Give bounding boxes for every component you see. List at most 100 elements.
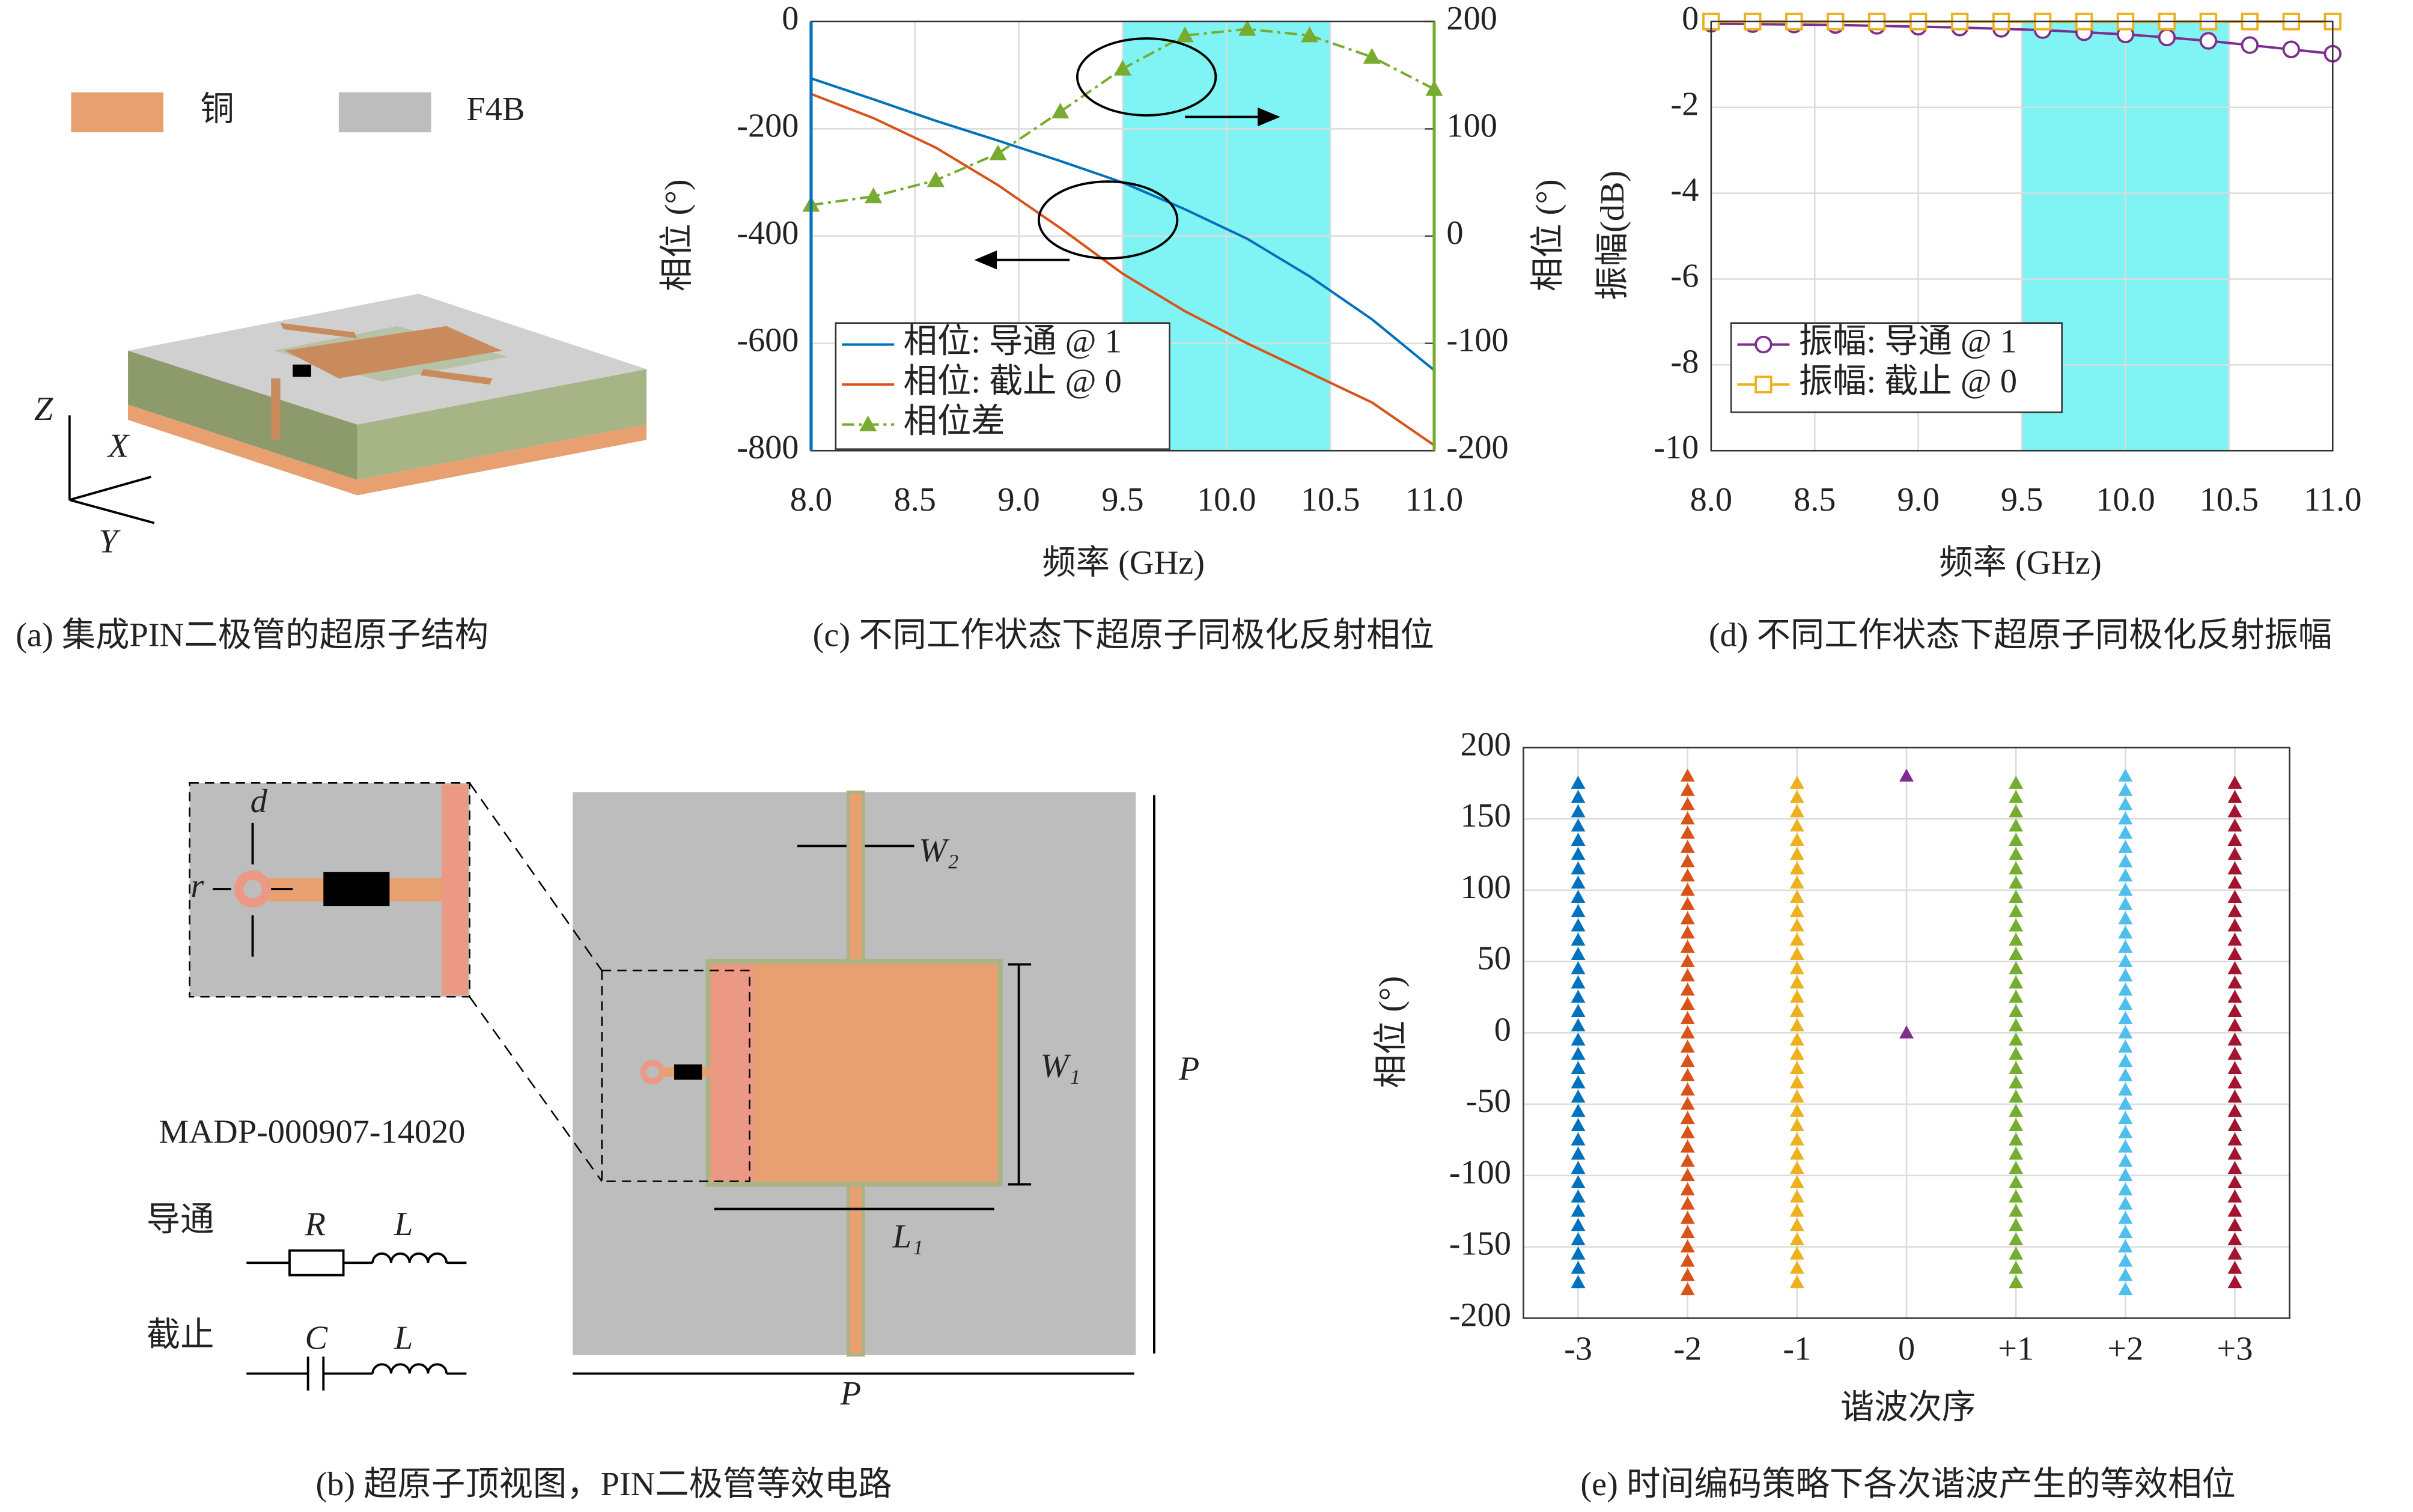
patch-edge (711, 964, 755, 1182)
point (2118, 811, 2133, 825)
x-tick-label: 8.0 (1690, 481, 1732, 518)
point (1789, 1275, 1804, 1289)
y-tick-label: -2 (1670, 86, 1699, 123)
point (1571, 1232, 1586, 1245)
x-tick-label: +2 (2107, 1331, 2143, 1368)
point (1680, 882, 1695, 896)
patch (285, 326, 502, 378)
point (2227, 833, 2242, 846)
axis-label: Z (34, 390, 53, 428)
y2-tick-label: 0 (1446, 214, 1463, 252)
point (1789, 947, 1804, 960)
point (2009, 961, 2024, 974)
point (2227, 1203, 2242, 1217)
point (1789, 1132, 1804, 1146)
point (1680, 1153, 1695, 1167)
point (2118, 1225, 2133, 1239)
point (2118, 1153, 2133, 1167)
inset-ring (234, 870, 272, 908)
point (1051, 102, 1070, 119)
point (2009, 804, 2024, 818)
point (2227, 904, 2242, 917)
point (2009, 1161, 2024, 1174)
y-tick-label: -6 (1670, 257, 1699, 294)
legend-label: 相位差 (904, 403, 1005, 440)
point (1238, 20, 1256, 36)
legend-swatch-copper (71, 92, 163, 133)
point (1789, 1232, 1804, 1245)
point (1571, 890, 1586, 903)
point (1789, 1089, 1804, 1103)
point (1680, 1239, 1695, 1252)
x-tick-label: 8.5 (894, 481, 936, 518)
circuit-label: R (305, 1206, 326, 1243)
point (2118, 882, 2133, 896)
x-tick-label: 0 (1898, 1331, 1915, 1368)
zoom-line (469, 782, 603, 971)
point (1176, 26, 1194, 43)
point (1680, 854, 1695, 867)
y-tick-label: 0 (1494, 1011, 1511, 1048)
axis-x (69, 475, 152, 502)
point (1571, 1246, 1586, 1260)
part-number: MADP-000907-14020 (159, 1114, 465, 1151)
point (1571, 975, 1586, 989)
zoom-box (601, 970, 750, 1182)
circuit-label: L (394, 1320, 413, 1357)
point (1680, 982, 1695, 996)
point (1789, 1161, 1804, 1174)
y-tick-label: -800 (737, 429, 799, 466)
y-tick-label: 0 (782, 0, 799, 37)
axis-label: X (107, 428, 130, 465)
y-tick-label: -8 (1670, 343, 1699, 380)
point (2009, 1089, 2024, 1103)
dim-label: W₁ (1040, 1047, 1080, 1084)
point (1789, 890, 1804, 903)
x-tick-label: +3 (2217, 1331, 2253, 1368)
top-view: d r W₂ W₁ P P L₁ MADP-000907-14020 导通 R … (147, 782, 1199, 1503)
y-tick-label: -150 (1449, 1225, 1511, 1263)
point (1571, 1118, 1586, 1131)
point (1789, 1004, 1804, 1017)
point (2009, 1104, 2024, 1117)
point (1789, 932, 1804, 946)
point (1680, 1039, 1695, 1053)
point (1899, 768, 1914, 782)
point (2118, 1254, 2133, 1267)
point (1571, 1218, 1586, 1231)
point (1680, 954, 1695, 967)
y-tick-label: -4 (1670, 172, 1699, 209)
point (2118, 868, 2133, 882)
circuit (246, 1249, 467, 1391)
point (1680, 1168, 1695, 1182)
point (2227, 1218, 2242, 1231)
point (1680, 1054, 1695, 1067)
point (1571, 804, 1586, 818)
point (1680, 1140, 1695, 1153)
x-tick-label: 11.0 (1405, 481, 1463, 518)
point (2118, 1011, 2133, 1024)
point (2118, 768, 2133, 782)
state-off: 截止 (147, 1317, 215, 1354)
point (1789, 1246, 1804, 1260)
point (2227, 1175, 2242, 1188)
point (1789, 1104, 1804, 1117)
dim-label: P (840, 1375, 861, 1412)
point (2118, 854, 2133, 867)
inset-diode (323, 872, 390, 906)
point (1571, 861, 1586, 875)
point (1680, 940, 1695, 953)
y-tick-label: 100 (1460, 869, 1511, 906)
point (1571, 1004, 1586, 1017)
point (2227, 1075, 2242, 1088)
point (1680, 868, 1695, 882)
point (2009, 1032, 2024, 1046)
point (2118, 940, 2133, 953)
point (1789, 1061, 1804, 1074)
point (2227, 1246, 2242, 1260)
point (2227, 1260, 2242, 1274)
point (2118, 1197, 2133, 1210)
point (1789, 818, 1804, 832)
point (1680, 1210, 1695, 1224)
point (2009, 1018, 2024, 1031)
